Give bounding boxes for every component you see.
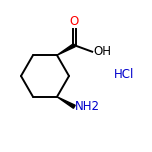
Text: NH2: NH2 xyxy=(75,100,100,113)
Polygon shape xyxy=(57,97,75,108)
Text: OH: OH xyxy=(93,45,111,58)
Polygon shape xyxy=(57,44,75,55)
Text: HCl: HCl xyxy=(114,67,134,81)
Text: O: O xyxy=(70,15,79,28)
